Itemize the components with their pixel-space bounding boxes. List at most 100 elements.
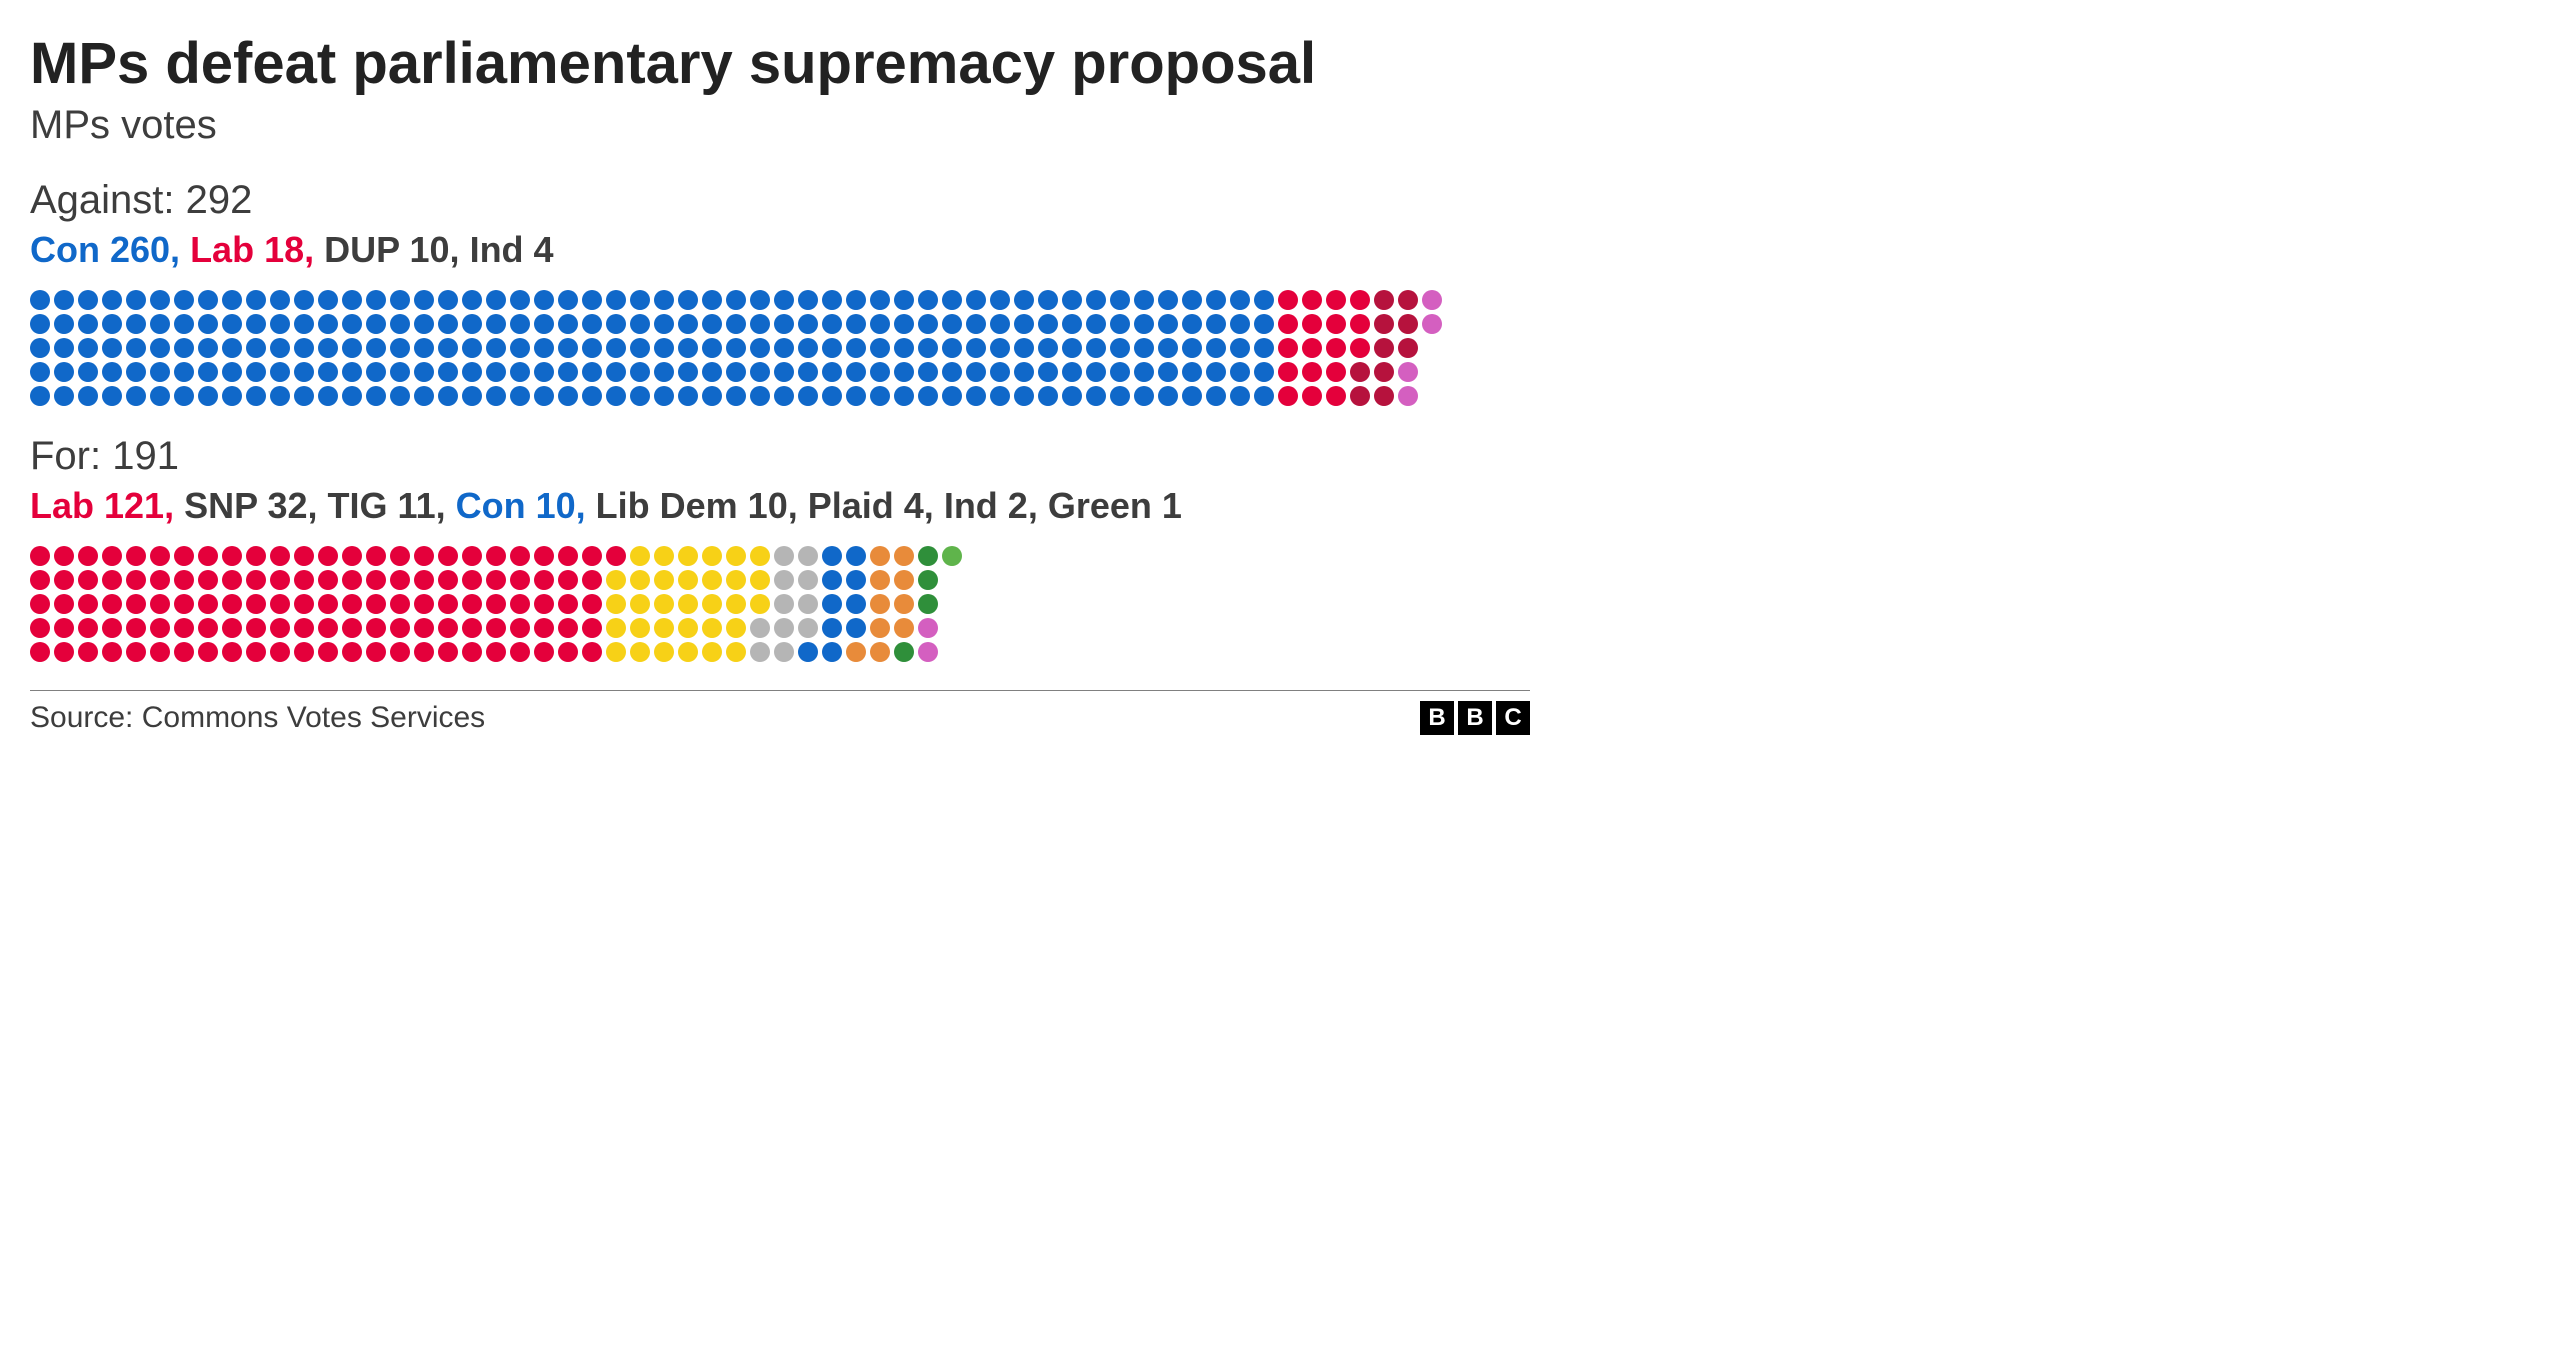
vote-dot [1230, 290, 1250, 310]
vote-dot [870, 570, 890, 590]
vote-dot [582, 618, 602, 638]
vote-dot [390, 314, 410, 334]
vote-dot [1302, 338, 1322, 358]
vote-dot [294, 314, 314, 334]
vote-dot [798, 290, 818, 310]
vote-dot [894, 290, 914, 310]
vote-dot [918, 642, 938, 662]
vote-dot [1014, 362, 1034, 382]
vote-dot [606, 290, 626, 310]
vote-dot [438, 362, 458, 382]
vote-dot [414, 386, 434, 406]
vote-dot [78, 618, 98, 638]
vote-dot [198, 546, 218, 566]
vote-dot [678, 362, 698, 382]
vote-dot [1350, 314, 1370, 334]
vote-dot [1206, 386, 1226, 406]
vote-dot [966, 290, 986, 310]
vote-dot [654, 314, 674, 334]
vote-dot [1278, 290, 1298, 310]
vote-dot [990, 386, 1010, 406]
vote-dot [174, 290, 194, 310]
vote-dot [270, 570, 290, 590]
vote-dot [1086, 362, 1106, 382]
vote-dot [1014, 338, 1034, 358]
vote-dot [78, 362, 98, 382]
vote-dot [294, 338, 314, 358]
vote-dot [30, 594, 50, 614]
vote-dot [30, 570, 50, 590]
vote-dot [150, 314, 170, 334]
vote-dot [1086, 386, 1106, 406]
vote-dot [174, 338, 194, 358]
vote-dot [630, 546, 650, 566]
vote-dot [798, 570, 818, 590]
vote-dot [1182, 290, 1202, 310]
vote-dot [582, 314, 602, 334]
vote-dot [1110, 386, 1130, 406]
vote-dot [414, 594, 434, 614]
vote-dot [390, 618, 410, 638]
vote-dot [702, 618, 722, 638]
vote-dot [678, 386, 698, 406]
vote-dot [126, 290, 146, 310]
vote-dot [990, 314, 1010, 334]
vote-dot [1278, 386, 1298, 406]
vote-dot [390, 362, 410, 382]
vote-dot [1014, 290, 1034, 310]
vote-dot [126, 570, 146, 590]
vote-dot [1254, 362, 1274, 382]
vote-dot [774, 642, 794, 662]
vote-dot [54, 338, 74, 358]
dot-row [30, 570, 1530, 590]
vote-dot [390, 290, 410, 310]
vote-dot [1062, 314, 1082, 334]
vote-dot [222, 594, 242, 614]
vote-dot [294, 618, 314, 638]
vote-dot [606, 314, 626, 334]
vote-dot [918, 546, 938, 566]
vote-dot [846, 618, 866, 638]
dot-row [30, 618, 1530, 638]
vote-dot [126, 594, 146, 614]
vote-dot [438, 386, 458, 406]
vote-dot [990, 362, 1010, 382]
vote-dot [822, 570, 842, 590]
vote-dot [702, 386, 722, 406]
vote-dot [606, 546, 626, 566]
vote-dot [534, 386, 554, 406]
vote-dot [774, 314, 794, 334]
vote-dot [1302, 386, 1322, 406]
vote-dot [1134, 314, 1154, 334]
vote-dot [630, 594, 650, 614]
vote-dot [582, 290, 602, 310]
vote-dot [366, 546, 386, 566]
vote-dot [318, 338, 338, 358]
vote-dot [654, 594, 674, 614]
vote-dot [366, 618, 386, 638]
vote-dot [702, 546, 722, 566]
vote-dot [342, 594, 362, 614]
vote-dot [366, 338, 386, 358]
vote-dot [1278, 362, 1298, 382]
vote-dot [750, 618, 770, 638]
vote-dot [918, 594, 938, 614]
vote-dot [150, 362, 170, 382]
vote-dot [78, 314, 98, 334]
vote-dot [102, 642, 122, 662]
vote-dot [1038, 314, 1058, 334]
vote-dot [846, 570, 866, 590]
vote-dot [1350, 386, 1370, 406]
vote-dot [894, 362, 914, 382]
vote-dot [990, 338, 1010, 358]
vote-dot [414, 338, 434, 358]
breakdown-segment: Green 1 [1048, 485, 1182, 526]
vote-dot [678, 290, 698, 310]
vote-dot [102, 594, 122, 614]
vote-dot [462, 642, 482, 662]
vote-dot [390, 546, 410, 566]
vote-dot [78, 570, 98, 590]
vote-dot [654, 642, 674, 662]
bbc-logo-letter: B [1420, 701, 1454, 735]
vote-dot [486, 290, 506, 310]
